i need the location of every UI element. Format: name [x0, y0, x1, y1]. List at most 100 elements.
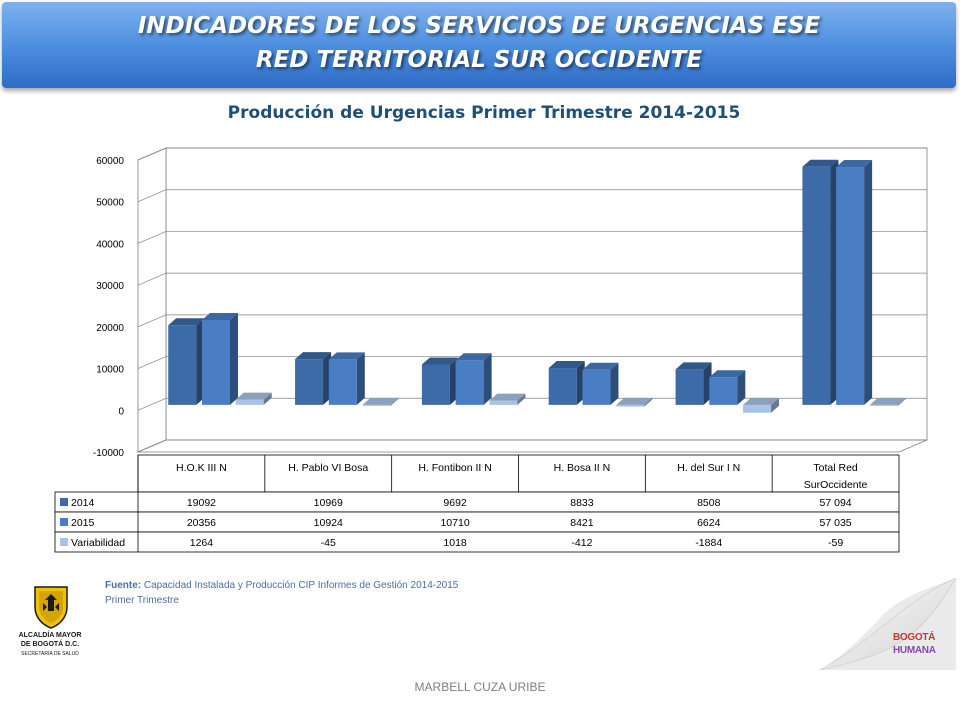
bar-2015-front — [201, 319, 230, 405]
chart-side-wall — [137, 147, 167, 453]
data-label-2015: 57 035 — [820, 517, 852, 529]
data-label-2015: 8421 — [570, 517, 594, 529]
bar-2015-side — [229, 312, 238, 405]
table-row-2015 — [54, 511, 900, 533]
data-label-2014: 9692 — [443, 497, 467, 509]
bar-variabilidad-side — [517, 393, 526, 405]
bar-2014-top — [548, 361, 585, 369]
bar-2015-side — [483, 353, 492, 405]
bogota-logo-line-1: BOGOTÁ — [893, 632, 936, 643]
banner-title-line-1: INDICADORES DE LOS SERVICIOS DE URGENCIA… — [137, 13, 821, 39]
bar-variabilidad-front — [869, 404, 898, 406]
bar-2014-top — [675, 362, 712, 370]
banner-title-line-2: RED TERRITORIAL SUR OCCIDENTE — [255, 47, 703, 73]
bar-2015-side — [356, 352, 365, 405]
bar-2014-top — [802, 159, 839, 167]
legend-swatch-2015 — [60, 518, 68, 526]
alcaldia-line-2: DE BOGOTÁ D.C. — [20, 641, 80, 648]
bar-variabilidad-front — [235, 399, 264, 405]
data-label-2015: 10710 — [440, 517, 469, 529]
bogota-humana-logo: BOGOTÁ HUMANA — [893, 632, 947, 662]
bar-2015-side — [610, 362, 619, 405]
bar-variabilidad-side — [390, 397, 399, 406]
author-footer: MARBELL CUZA URIBE — [414, 680, 546, 694]
bar-2015-side — [864, 159, 873, 405]
bar-variabilidad-side — [897, 397, 906, 406]
gridline-side — [137, 272, 167, 286]
bar-variabilidad-top — [743, 397, 780, 405]
chart-floor — [137, 439, 928, 453]
category-label: H. Pablo VI Bosa — [288, 462, 368, 474]
gridline-side — [137, 439, 167, 453]
data-label-2014: 10969 — [314, 497, 343, 509]
bogota-logo-line-2: HUMANA — [893, 645, 936, 656]
bar-2014-front — [802, 166, 831, 405]
data-label-2015: 20356 — [187, 517, 216, 529]
data-label-variabilidad: -1884 — [695, 537, 722, 549]
category-label: H. del Sur I N — [677, 462, 740, 474]
alcaldia-logo: ALCALDÍA MAYOR DE BOGOTÁ D.C. SECRETARÍA… — [10, 585, 90, 665]
legend-label-2015: 2015 — [71, 517, 95, 529]
data-label-variabilidad: 1018 — [443, 537, 467, 549]
bar-2015-top — [836, 159, 873, 167]
bar-2015-front — [582, 369, 611, 405]
bar-2014-top — [168, 318, 205, 326]
bar-variabilidad-side — [263, 392, 272, 405]
page-curl-decoration — [820, 578, 956, 670]
bar-2015-top — [201, 312, 238, 320]
data-label-2014: 8833 — [570, 497, 594, 509]
data-label-2014: 57 094 — [820, 497, 852, 509]
bar-variabilidad-top — [489, 393, 526, 401]
data-label-variabilidad: 1264 — [190, 537, 214, 549]
gridline-side — [137, 397, 167, 411]
data-label-2014: 8508 — [697, 497, 721, 509]
y-tick-label: 20000 — [96, 323, 124, 334]
data-label-2015: 6624 — [697, 517, 721, 529]
bar-2014-top — [421, 357, 458, 365]
bar-2014-front — [168, 325, 197, 405]
bar-variabilidad-front — [743, 404, 772, 413]
gridline-side — [137, 147, 167, 161]
bar-2014-front — [295, 359, 324, 405]
source-note: Fuente: Capacidad Instalada y Producción… — [105, 578, 458, 608]
chart-back-wall — [165, 147, 928, 441]
bar-variabilidad-front — [616, 404, 645, 407]
alcaldia-line-1: ALCALDÍA MAYOR — [18, 632, 82, 639]
bar-variabilidad-top — [235, 392, 272, 400]
bar-variabilidad-front — [362, 404, 391, 406]
gridline-side — [137, 314, 167, 328]
source-label: Fuente: — [105, 580, 142, 591]
source-text: Capacidad Instalada y Producción CIP Inf… — [143, 580, 459, 591]
y-tick-label: -10000 — [93, 448, 125, 459]
category-label: H. Fontibon II N — [418, 462, 492, 474]
y-tick-label: 60000 — [96, 156, 124, 167]
bar-2014-front — [421, 364, 450, 405]
bar-variabilidad-top — [362, 397, 399, 405]
bar-2015-front — [709, 377, 738, 405]
table-row-variabilidad — [54, 531, 900, 553]
bar-2015-top — [328, 352, 365, 360]
y-tick-label: 30000 — [96, 281, 124, 292]
bar-2015-front — [836, 166, 865, 405]
chart-title: Producción de Urgencias Primer Trimestre… — [227, 103, 741, 123]
gridline-side — [137, 231, 167, 244]
bar-2015-top — [455, 353, 492, 361]
bar-2014-front — [548, 368, 577, 405]
data-label-2014: 19092 — [187, 497, 216, 509]
bar-variabilidad-front — [489, 400, 518, 405]
data-label-variabilidad: -412 — [571, 537, 592, 549]
data-label-2015: 10924 — [314, 517, 343, 529]
y-tick-label: 40000 — [96, 239, 124, 250]
bar-2015-front — [455, 360, 484, 405]
y-tick-label: 0 — [118, 406, 124, 417]
bar-2015-top — [582, 362, 619, 370]
y-tick-label: 10000 — [96, 365, 124, 376]
bar-2015-top — [709, 370, 746, 378]
bar-variabilidad-top — [869, 397, 906, 405]
category-label: Total Red — [813, 462, 858, 474]
bar-2014-top — [295, 352, 332, 360]
legend-label-variabilidad: Variabilidad — [71, 537, 125, 549]
bar-variabilidad-side — [644, 397, 653, 407]
category-label: H. Bosa II N — [554, 462, 611, 474]
